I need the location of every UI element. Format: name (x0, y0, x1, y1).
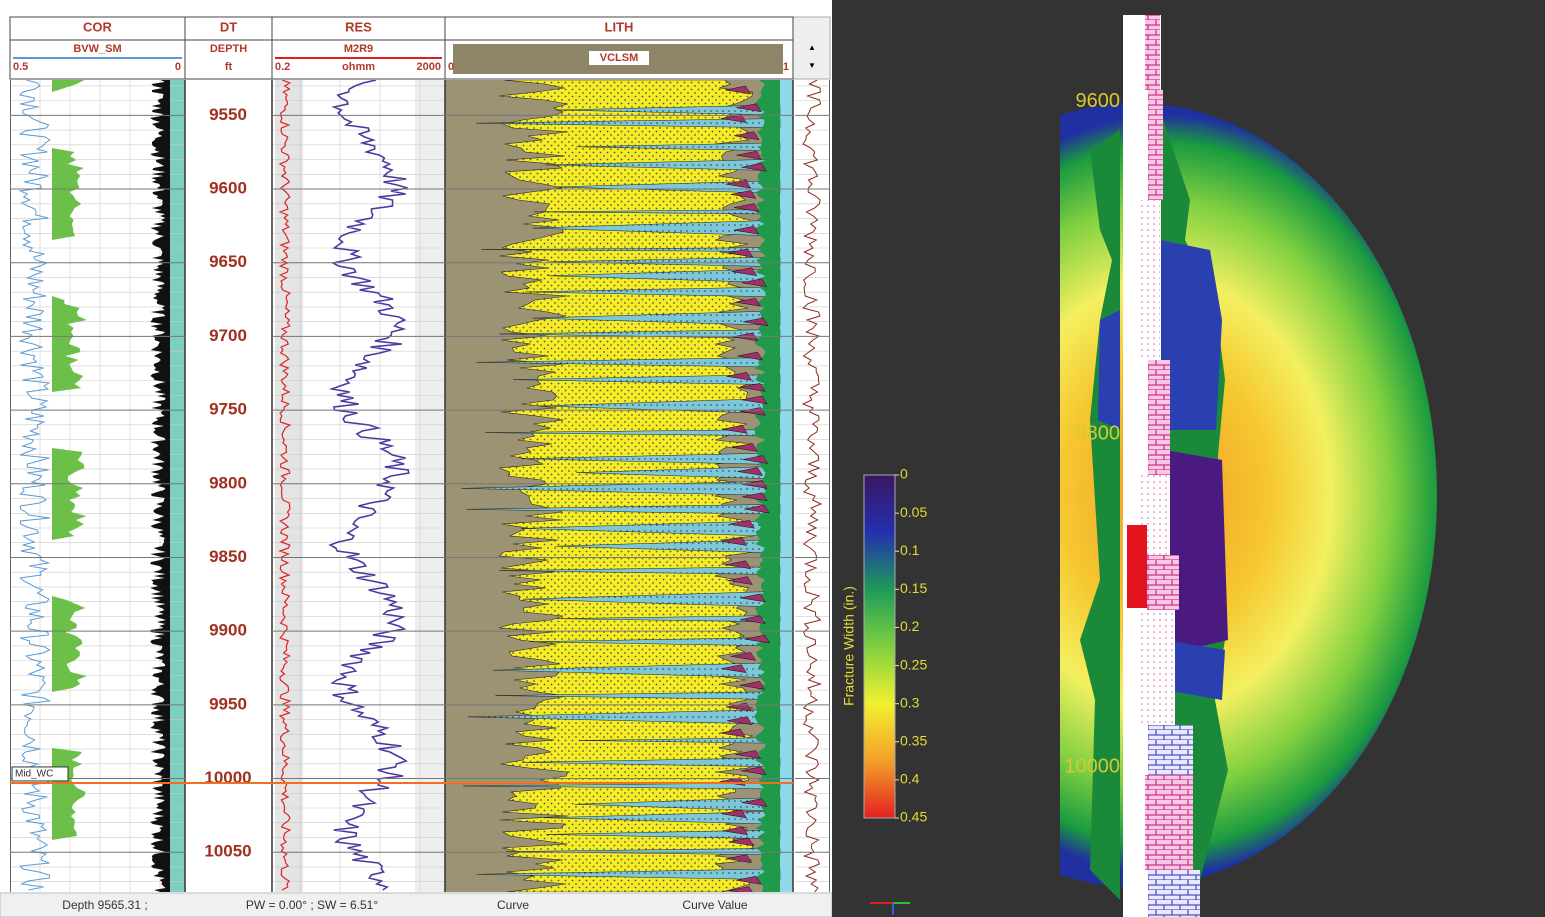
scroll-down[interactable]: ▼ (808, 61, 816, 70)
formation-block (1145, 775, 1193, 870)
depth-label: 9550 (209, 105, 247, 124)
screen: ▲ ▼ COR BVW_SM 0.5 0 DT DEPTH ft RES M2R9 ohmm 0.2… (0, 0, 1545, 917)
depth-label: 9900 (209, 621, 247, 640)
depth-3d-label: 9800 (1076, 423, 1121, 445)
marker-label: Mid_WC (15, 769, 53, 780)
colorbar-tick-label: 0.1 (900, 542, 920, 558)
formation-block (1140, 610, 1175, 725)
depth-label: 10050 (204, 842, 251, 861)
curve-unit: ohmm (342, 61, 375, 73)
depth-label: 9600 (209, 179, 247, 198)
colorbar-tick-label: 0.35 (900, 732, 927, 748)
track-name: LITH (605, 19, 634, 34)
curve-name: M2R9 (344, 43, 373, 55)
colorbar-tick-label: 0.25 (900, 656, 927, 672)
colorbar-tick-label: 0 (900, 466, 908, 482)
curve-name: DEPTH (210, 43, 247, 55)
shade (168, 80, 185, 892)
colorbar-tick-label: 0.45 (900, 809, 927, 825)
scroll-up[interactable]: ▲ (808, 43, 816, 52)
depth-label: 9700 (209, 326, 247, 345)
colorbar (864, 475, 895, 818)
track-name: COR (83, 19, 113, 34)
depth-3d-label: 9600 (1076, 90, 1121, 112)
status-angles: PW = 0.00° ; SW = 6.51° (246, 898, 379, 912)
colorbar-tick-label: 0.05 (900, 504, 927, 520)
curve-name: BVW_SM (73, 43, 121, 55)
fracture-zone (1098, 310, 1120, 430)
scale-left: 0 (448, 61, 454, 73)
track-name: DT (220, 19, 237, 34)
formation-block (1140, 200, 1160, 360)
colorbar-tick-label: 0.2 (900, 618, 920, 634)
status-curve: Curve (497, 898, 529, 912)
colorbar-tick-label: 0.3 (900, 694, 920, 710)
depth-label: 9850 (209, 547, 247, 566)
curve-unit: ft (225, 61, 233, 73)
formation-block (1148, 870, 1200, 917)
curve-name: VCLSM (600, 52, 639, 64)
formation-block (1148, 725, 1193, 775)
shade (275, 80, 303, 892)
status-curve-value: Curve Value (682, 898, 747, 912)
depth-label: 9800 (209, 473, 247, 492)
track-name: RES (345, 19, 372, 34)
status-depth: Depth 9565.31 ; (62, 898, 147, 912)
depth-label: 9650 (209, 252, 247, 271)
scale-right: 2000 (417, 61, 441, 73)
scale-left: 0.2 (275, 61, 290, 73)
formation-block (1148, 360, 1170, 475)
depth-label: 9750 (209, 400, 247, 419)
formation-block (1127, 525, 1147, 608)
depth-3d-label: 10000 (1064, 755, 1120, 777)
scale-right: 0 (175, 61, 181, 73)
colorbar-title: Fracture Width (in.) (841, 586, 857, 706)
depth-label: 10000 (204, 768, 251, 787)
formation-block (1145, 15, 1160, 90)
shade (415, 80, 445, 892)
colorbar-tick-label: 0.4 (900, 771, 920, 787)
scale-left: 0.5 (13, 61, 28, 73)
depth-label: 9950 (209, 694, 247, 713)
colorbar-tick-label: 0.15 (900, 580, 927, 596)
formation-block (1147, 555, 1179, 610)
formation-block (1148, 90, 1163, 200)
scale-right: 1 (783, 61, 789, 73)
